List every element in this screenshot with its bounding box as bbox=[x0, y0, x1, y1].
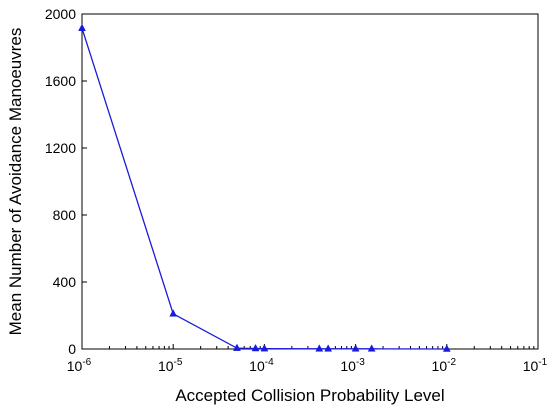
x-tick-exponent: -3 bbox=[356, 357, 365, 368]
plot-border bbox=[81, 13, 539, 350]
x-tick-exponent: -5 bbox=[174, 357, 183, 368]
data-point bbox=[351, 344, 360, 352]
x-tick-base: 10 bbox=[249, 358, 265, 374]
y-axis-ticks: 0 400 800 1200 1600 2000 bbox=[45, 6, 87, 357]
x-tick-base: 10 bbox=[67, 358, 83, 374]
x-tick-exponent: -2 bbox=[447, 357, 456, 368]
data-point bbox=[324, 344, 333, 352]
x-tick-exponent: -6 bbox=[82, 357, 91, 368]
y-tick-label: 1200 bbox=[45, 140, 76, 156]
x-tick-base: 10 bbox=[432, 358, 448, 374]
x-tick-label: 10-6 bbox=[67, 357, 92, 374]
data-point bbox=[78, 23, 86, 31]
series-layer bbox=[78, 23, 451, 352]
x-axis-ticks: 10-6 10-5 10-4 10-3 10-2 10-1 bbox=[67, 344, 548, 374]
data-point bbox=[260, 344, 269, 352]
x-tick-label: 10-1 bbox=[523, 357, 548, 374]
data-point bbox=[233, 343, 241, 351]
data-point bbox=[367, 344, 376, 352]
x-tick-label: 10-5 bbox=[158, 357, 183, 374]
x-tick-base: 10 bbox=[523, 358, 539, 374]
y-tick-label: 1600 bbox=[45, 73, 76, 89]
x-tick-label: 10-4 bbox=[249, 357, 274, 374]
data-point bbox=[442, 344, 451, 352]
series-line bbox=[81, 28, 447, 350]
y-tick-label: 0 bbox=[68, 341, 76, 357]
plot-frame bbox=[81, 13, 539, 350]
x-tick-base: 10 bbox=[340, 358, 356, 374]
x-tick-base: 10 bbox=[158, 358, 174, 374]
x-tick-exponent: -1 bbox=[538, 357, 547, 368]
y-axis-title: Mean Number of Avoidance Manoeuvres bbox=[6, 28, 25, 336]
y-tick-label: 2000 bbox=[45, 6, 76, 22]
y-tick-label: 800 bbox=[53, 207, 77, 223]
x-tick-label: 10-3 bbox=[340, 357, 365, 374]
data-point bbox=[251, 343, 260, 352]
data-point bbox=[169, 309, 178, 317]
y-tick-label: 400 bbox=[53, 274, 77, 290]
x-tick-label: 10-2 bbox=[432, 357, 457, 374]
x-tick-exponent: -4 bbox=[265, 357, 274, 368]
data-point bbox=[315, 344, 324, 352]
x-axis-title: Accepted Collision Probability Level bbox=[175, 386, 444, 405]
